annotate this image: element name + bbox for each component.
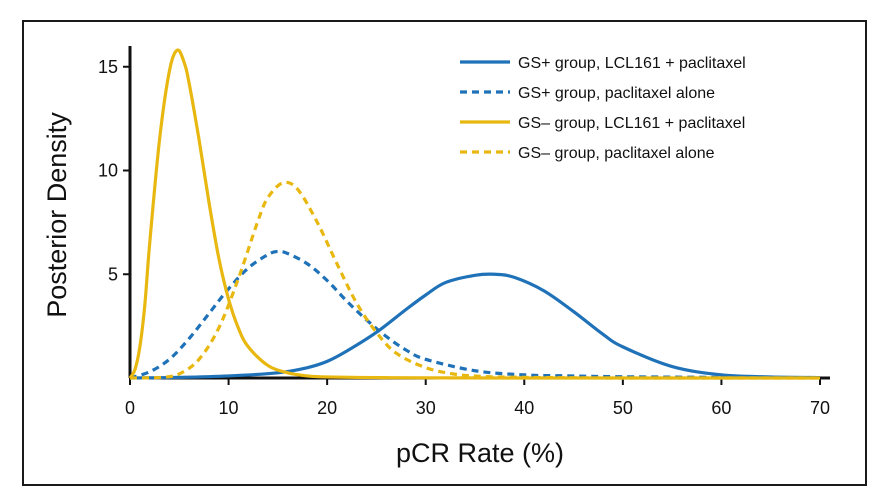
x-tick-label: 30 <box>416 398 436 418</box>
y-tick-label: 10 <box>98 161 118 181</box>
x-tick-label: 0 <box>125 398 135 418</box>
x-tick-label: 10 <box>219 398 239 418</box>
x-tick-label: 40 <box>514 398 534 418</box>
x-tick-label: 20 <box>317 398 337 418</box>
legend-label-2: GS+ group, paclitaxel alone <box>518 85 715 102</box>
y-tick-label: 15 <box>98 57 118 77</box>
x-tick-label: 60 <box>711 398 731 418</box>
x-tick-label: 50 <box>613 398 633 418</box>
legend-label-1: GS+ group, LCL161 + paclitaxel <box>518 55 746 72</box>
series-line-2 <box>129 249 821 380</box>
series-line-4 <box>129 180 820 380</box>
legend-label-3: GS– group, LCL161 + paclitaxel <box>518 115 745 132</box>
series-line-1 <box>129 272 821 380</box>
chart-frame <box>22 20 867 486</box>
legend-label-4: GS– group, paclitaxel alone <box>518 145 715 162</box>
y-tick-label: 5 <box>108 264 118 284</box>
x-tick-label: 70 <box>810 398 830 418</box>
series-line-3 <box>128 48 820 380</box>
y-axis-title: Posterior Density <box>42 112 72 318</box>
x-axis-title: pCR Rate (%) <box>396 438 564 468</box>
